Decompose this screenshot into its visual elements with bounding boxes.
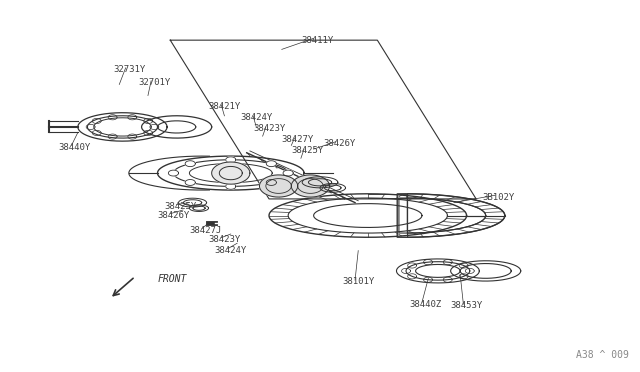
Text: 38440Y: 38440Y	[59, 143, 91, 152]
Text: 38421Y: 38421Y	[209, 102, 241, 111]
Polygon shape	[266, 180, 276, 185]
Text: 38427Y: 38427Y	[282, 135, 314, 144]
Polygon shape	[259, 175, 298, 197]
Text: 38427J: 38427J	[189, 226, 221, 235]
Text: 38101Y: 38101Y	[342, 278, 374, 286]
Text: 38426Y: 38426Y	[323, 139, 355, 148]
Text: 38453Y: 38453Y	[451, 301, 483, 311]
Text: 38425Y: 38425Y	[291, 147, 324, 155]
Text: 38424Y: 38424Y	[215, 246, 247, 255]
Polygon shape	[168, 170, 179, 176]
Polygon shape	[283, 170, 293, 176]
Polygon shape	[212, 162, 250, 184]
Text: 38411Y: 38411Y	[301, 36, 333, 45]
Text: 38423Y: 38423Y	[253, 124, 285, 133]
Text: 38424Y: 38424Y	[241, 113, 273, 122]
Text: 38426Y: 38426Y	[157, 211, 189, 220]
Polygon shape	[291, 175, 330, 197]
Polygon shape	[185, 180, 195, 185]
Polygon shape	[185, 161, 195, 167]
Polygon shape	[266, 161, 276, 167]
Polygon shape	[226, 183, 236, 189]
Text: 32701Y: 32701Y	[138, 78, 171, 87]
Text: 32731Y: 32731Y	[113, 65, 145, 74]
Text: 3B102Y: 3B102Y	[483, 193, 515, 202]
Text: 38425Y: 38425Y	[164, 202, 196, 211]
Text: 38440Z: 38440Z	[409, 300, 442, 309]
Text: 38423Y: 38423Y	[209, 235, 241, 244]
Text: A38 ^ 009: A38 ^ 009	[576, 350, 629, 359]
Polygon shape	[226, 157, 236, 163]
Text: FRONT: FRONT	[157, 274, 187, 284]
